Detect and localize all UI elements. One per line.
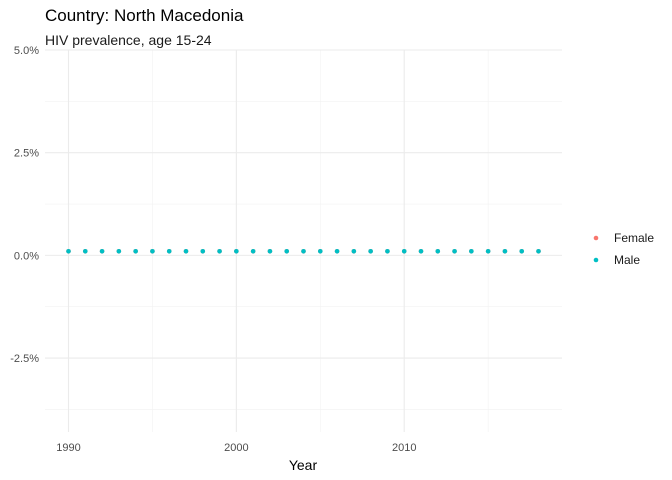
x-tick-label: 1990 — [56, 442, 80, 454]
x-axis-label: Year — [289, 457, 318, 473]
point-male — [116, 248, 122, 254]
point-male — [234, 248, 239, 254]
grid — [45, 49, 562, 432]
y-tick-label: 2.5% — [14, 148, 39, 160]
point-male — [334, 248, 340, 254]
y-tick-label: 0.0% — [14, 250, 39, 262]
x-tick-label: 2010 — [392, 442, 416, 454]
point-male — [368, 248, 373, 254]
point-male — [519, 248, 525, 254]
point-male — [418, 248, 424, 254]
point-male — [183, 248, 189, 254]
point-male — [150, 248, 155, 254]
point-male — [82, 248, 88, 254]
point-male — [401, 248, 407, 254]
point-male — [166, 248, 172, 254]
x-tick-label: 2000 — [224, 442, 248, 454]
point-male — [250, 248, 256, 254]
chart-subtitle: HIV prevalence, age 15-24 — [45, 32, 212, 48]
y-tick-label: -2.5% — [10, 353, 39, 365]
point-male — [435, 248, 441, 254]
axes: 1990 2000 2010 5.0% 2.5% 0.0% -2.5% — [10, 45, 416, 454]
legend: Female Male — [593, 231, 654, 267]
point-male — [301, 248, 306, 254]
chart-title: Country: North Macedonia — [45, 6, 244, 25]
point-male — [284, 248, 290, 254]
point-male — [469, 248, 474, 254]
point-male — [66, 248, 71, 254]
point-male — [351, 248, 357, 254]
point-male — [385, 248, 390, 254]
point-male — [200, 248, 206, 254]
legend-label-male: Male — [614, 253, 640, 267]
legend-label-female: Female — [614, 231, 654, 245]
point-male — [485, 248, 491, 254]
y-tick-label: 5.0% — [14, 45, 39, 57]
data-points — [66, 248, 541, 254]
legend-key-male — [593, 257, 599, 263]
legend-key-female — [593, 235, 599, 241]
point-male — [99, 248, 105, 254]
point-male — [452, 248, 457, 254]
point-male — [502, 248, 508, 254]
point-male — [217, 248, 222, 254]
point-male — [536, 248, 541, 254]
point-male — [267, 248, 273, 254]
point-male — [317, 248, 323, 254]
point-male — [133, 248, 138, 254]
